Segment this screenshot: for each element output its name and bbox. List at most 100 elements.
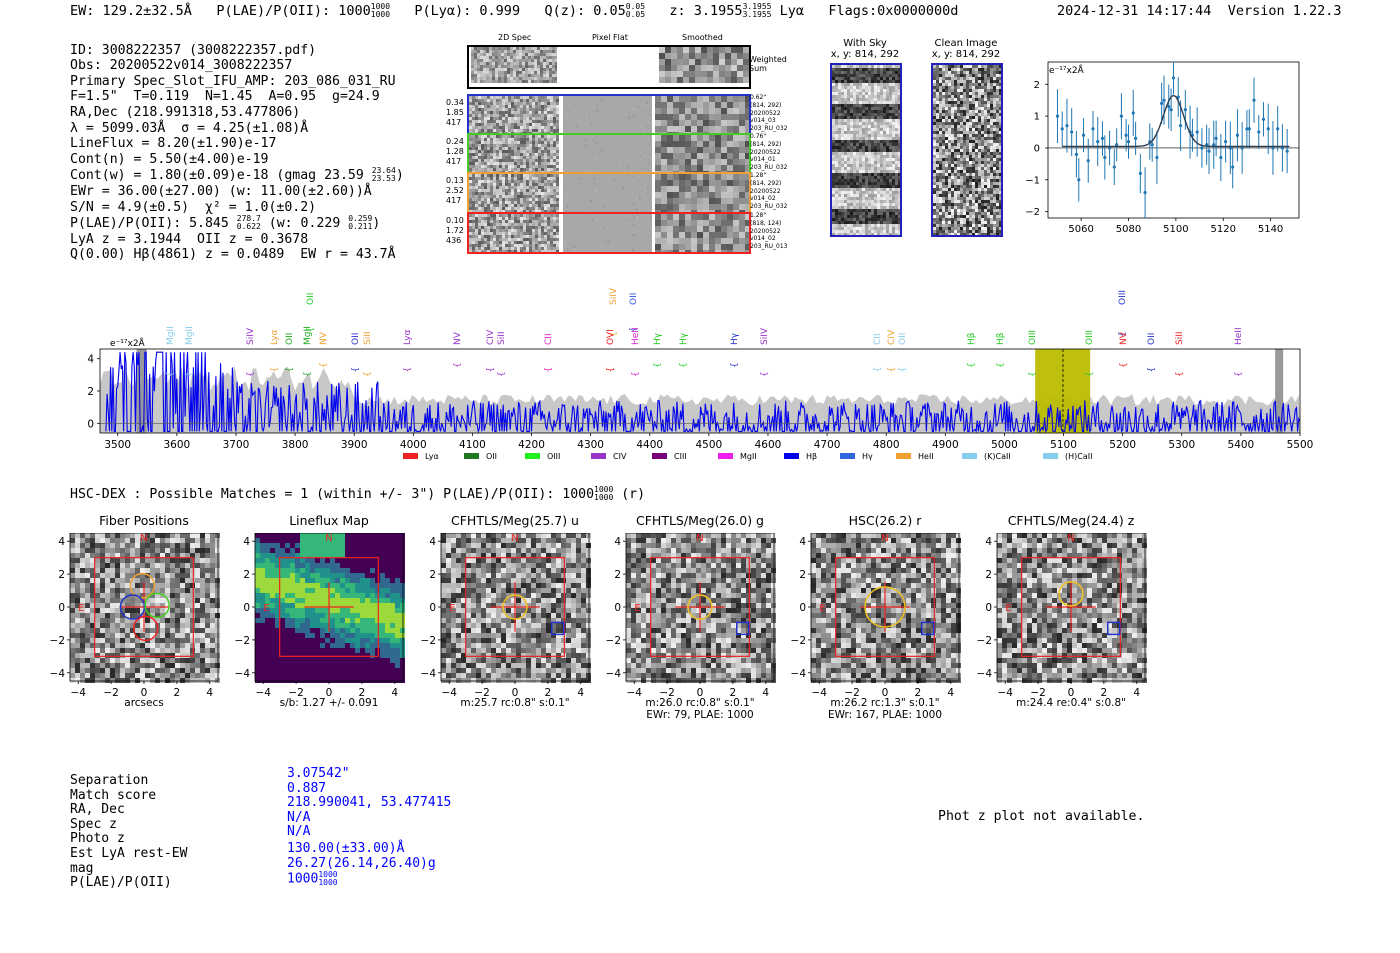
fit-point	[1096, 139, 1100, 144]
fit-point	[1171, 76, 1176, 80]
legend-label: OII	[486, 452, 497, 461]
matches-band: (r)	[621, 487, 646, 502]
with-sky-canvas	[832, 65, 901, 236]
info-contw: Cont(w) = 1.80(±0.09)e-18 (gmag 23.59 23…	[70, 166, 404, 184]
weighted-smooth-noise	[659, 47, 749, 83]
z-line: Lyα	[779, 3, 804, 19]
fiber-circle	[132, 615, 159, 642]
match-label: Separation	[70, 773, 149, 788]
match-value: N/A	[287, 824, 311, 840]
cutout-xtick-label: 2	[730, 687, 737, 699]
plae-value: P(LAE)/P(OII): 1000	[216, 3, 371, 19]
match-label: mag	[70, 860, 94, 876]
info-line: λ = 5099.03Å σ = 4.25(±1.08)Å	[70, 120, 309, 136]
emission-line-label: OII{	[1147, 333, 1157, 373]
legend-label: HeII	[918, 452, 934, 461]
fiber-box	[279, 557, 379, 657]
emission-line-label: Hβ{	[996, 332, 1006, 368]
cutout-xtick-label: 4	[391, 687, 398, 699]
spec2d-row-meta: 0.76" (814, 292) 20200522 v014_01 203_RU_032	[750, 133, 788, 172]
fiber-box	[465, 557, 565, 657]
cutout-ytick-label: 4	[614, 536, 621, 548]
fit-ytick-label: −1	[1025, 175, 1040, 186]
emission-line-label: OIII{	[1085, 330, 1095, 377]
spectrum-line	[105, 351, 1301, 434]
fit-point	[1112, 165, 1116, 169]
cutout-ytick-label: 0	[429, 602, 436, 614]
fiber-box	[650, 557, 750, 657]
cutout-title: Lineflux Map	[289, 513, 369, 528]
fit-point	[1235, 133, 1240, 137]
legend-swatch	[525, 453, 540, 459]
fiber-box	[94, 557, 194, 657]
full-spectrum-plot: e⁻¹⁷x2Å 4 2 0 3500 3600 3700 3800 3900 4000 4100 42…	[87, 287, 1313, 461]
fit-point	[1223, 139, 1228, 144]
emission-line-label: CII{	[544, 333, 554, 372]
flags-value: Flags:0x0000000d	[828, 3, 959, 19]
cutout-image: N E −4 −2 0 2 4 4 2 0 −2 −4	[421, 533, 591, 699]
cutout-xtick-label: −2	[659, 687, 674, 699]
spec2d-row-meta: 1.28" (814, 292) 20200522 v014_02 203_RU_032	[750, 172, 788, 211]
plae-range: 1000 1000	[370, 2, 391, 19]
cutout-xtick-label: 0	[882, 687, 889, 699]
legend-label: (K)CaII	[984, 452, 1011, 461]
legend-swatch	[1043, 453, 1058, 459]
cutout-xtick-label: 2	[915, 687, 922, 699]
emission-line-label: OII{	[285, 333, 295, 373]
weighted-noise	[471, 47, 558, 83]
info-line: Cont(n) = 5.50(±4.00)e-19	[70, 151, 269, 167]
cutout-caption: s/b: 1.27 +/- 0.091	[279, 697, 379, 709]
fit-point	[1271, 146, 1275, 150]
catalog-match-box	[921, 621, 935, 636]
fit-point	[1162, 98, 1166, 102]
fit-ytick-label: −2	[1025, 207, 1040, 218]
qz-range: 0.05 0.05	[625, 2, 646, 19]
north-label: N	[511, 533, 518, 544]
match-label: Photo z	[70, 831, 125, 847]
cutout-ytick-label: 0	[799, 602, 806, 614]
match-label: Spec z	[70, 816, 117, 832]
fit-point	[1081, 133, 1086, 137]
spec2d-panel: 2D Spec Pixel Flat Smoothed Weighted Sum…	[440, 30, 800, 260]
spectrum-xtick-label: 3700	[223, 439, 250, 451]
info-plae: P(LAE)/P(OII): 5.845 278.7 0.622 (w: 0.22…	[70, 214, 381, 232]
fit-xtick-label: 5100	[1163, 224, 1188, 235]
match-value: N/A	[287, 809, 311, 825]
cutout-xtick-label: 4	[206, 687, 213, 699]
east-label: E	[263, 603, 269, 614]
spectrum-ytick-label: 4	[87, 354, 94, 366]
clean-image-header: Clean Image x, y: 814, 292	[928, 38, 1004, 60]
cutout-ytick-label: 4	[985, 536, 992, 548]
weighted-smoothed-image	[659, 47, 749, 87]
cutout-ytick-label: 2	[799, 569, 806, 581]
cutout-xtick-label: −2	[103, 687, 118, 699]
spectrum-xtick-label: 5300	[1168, 439, 1195, 451]
match-label: Match score	[70, 787, 157, 803]
spectrum-unit-label: e⁻¹⁷x2Å	[110, 337, 146, 349]
emission-line-label: SiII{	[497, 331, 507, 377]
emission-line-label: MgII{	[185, 326, 195, 377]
cutout-xtick-label: 2	[174, 687, 181, 699]
emission-line-label: OII{	[306, 293, 316, 333]
fit-point	[1179, 124, 1183, 128]
fit-point	[1214, 136, 1218, 141]
fit-point	[1252, 98, 1256, 102]
match-value: 26.27(26.14,26.40)g	[287, 855, 436, 871]
fit-point	[1065, 124, 1069, 128]
fiber-box	[1021, 557, 1121, 657]
spectrum-xtick-label: 5100	[1050, 439, 1077, 451]
aperture-circle	[1058, 581, 1084, 607]
emission-line-label: HeII{	[631, 327, 641, 377]
match-table-labels: Separation Match score RA, Dec Spec z Ph…	[70, 773, 187, 891]
emission-line-label: MgII{	[166, 326, 176, 377]
cutout-image: N E −4 −2 0 2 4 4 2 0 −2 −4	[606, 533, 776, 699]
fit-point	[1155, 155, 1159, 160]
cutout-xtick-label: 0	[1068, 687, 1075, 699]
emission-line-label: Hγ{	[653, 332, 663, 368]
cutout-xtick-label: −2	[844, 687, 859, 699]
spectrum-xtick-label: 3500	[104, 439, 131, 451]
emission-line-label: OII{	[898, 333, 908, 373]
east-label: E	[634, 603, 640, 614]
cutout-title: CFHTLS/Meg(24.4) z	[1007, 513, 1135, 528]
fit-point	[1169, 108, 1173, 112]
